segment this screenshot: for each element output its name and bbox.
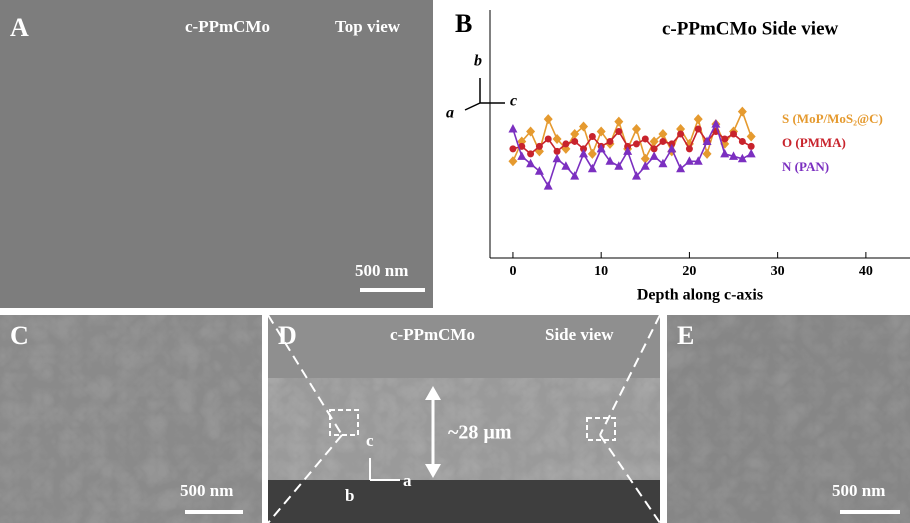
marker — [739, 138, 746, 145]
chart-title: c-PPmCMo Side view — [662, 18, 839, 39]
panel-view: Side view — [545, 325, 614, 344]
marker — [536, 143, 543, 150]
panel-label: D — [278, 321, 297, 350]
axis-label: b — [474, 53, 482, 70]
axis-label: b — [345, 486, 354, 505]
marker — [562, 140, 569, 147]
marker — [571, 138, 578, 145]
panel-title: c-PPmCMo — [390, 325, 475, 344]
marker — [545, 135, 552, 142]
x-tick-label: 40 — [859, 264, 873, 279]
marker — [607, 138, 614, 145]
panel-label: A — [10, 13, 29, 42]
scale-label: 500 nm — [180, 481, 233, 500]
panel-title: c-PPmCMo — [185, 17, 270, 36]
legend-entry: O (PMMA) — [782, 135, 846, 150]
marker — [695, 126, 702, 133]
x-tick-label: 30 — [771, 264, 785, 279]
x-tick-label: 20 — [682, 264, 696, 279]
marker — [642, 135, 649, 142]
panel-view: Top view — [335, 17, 401, 36]
axis-label: a — [403, 471, 412, 490]
panel-label: E — [677, 321, 694, 350]
marker — [527, 150, 534, 157]
marker — [659, 138, 666, 145]
marker — [677, 131, 684, 138]
legend-entry: S (MoP/MoS₂@C) — [782, 111, 883, 126]
panel-label: C — [10, 321, 29, 350]
scale-label: 500 nm — [832, 481, 885, 500]
axis-label: a — [446, 105, 454, 122]
thickness-label: ~28 µm — [448, 422, 512, 444]
marker — [721, 135, 728, 142]
x-axis-label: Depth along c-axis — [637, 287, 763, 304]
legend-entry: N (PAN) — [782, 159, 829, 174]
marker — [509, 145, 516, 152]
marker — [615, 128, 622, 135]
axis-label: c — [366, 431, 374, 450]
marker — [730, 131, 737, 138]
marker — [686, 145, 693, 152]
scale-label: 500 nm — [355, 261, 408, 280]
substrate — [268, 480, 660, 523]
figure: A c-PPmCMo Top view 500 nm C 500 nm D c-… — [0, 0, 910, 523]
marker — [589, 133, 596, 140]
x-tick-label: 10 — [594, 264, 608, 279]
panel-label: B — [455, 9, 472, 38]
axis-label: c — [510, 93, 517, 110]
x-tick-label: 0 — [509, 264, 516, 279]
marker — [633, 140, 640, 147]
